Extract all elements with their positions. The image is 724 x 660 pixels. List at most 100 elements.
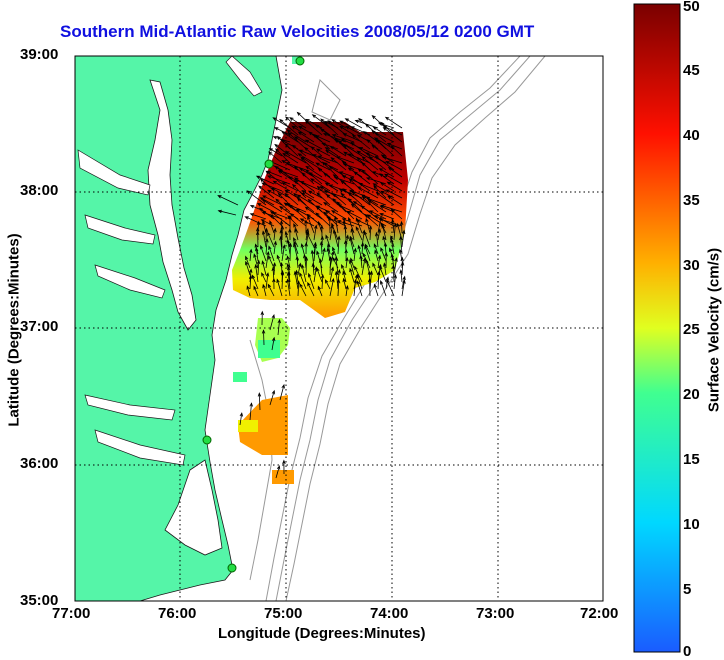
velocity-arrow [272, 261, 277, 276]
velocity-arrow [381, 224, 387, 241]
velocity-arrow [301, 172, 315, 185]
velocity-arrow [315, 162, 331, 171]
velocity-arrow [293, 136, 315, 150]
velocity-arrow [353, 247, 357, 262]
velocity-arrow [246, 285, 251, 297]
velocity-arrow [333, 176, 355, 185]
velocity-arrow [383, 262, 387, 276]
velocity-arrow [262, 195, 283, 206]
velocity-arrow [261, 260, 267, 276]
velocity-arrow [377, 270, 381, 290]
velocity-arrow [304, 241, 308, 255]
velocity-arrow [266, 170, 283, 178]
velocity-arrow [393, 257, 398, 276]
velocity-patch-south [238, 395, 288, 455]
velocity-arrow [384, 116, 403, 129]
velocity-arrow [361, 162, 379, 178]
velocity-arrow [355, 217, 363, 234]
velocity-arrow [320, 235, 324, 248]
velocity-arrow [259, 197, 275, 206]
velocity-arrow [327, 243, 331, 255]
colorbar-tick-label: 30 [683, 257, 700, 274]
velocity-arrow [277, 192, 291, 206]
velocity-arrow [299, 167, 315, 178]
velocity-arrow [325, 193, 339, 206]
velocity-arrow [372, 183, 387, 192]
velocity-arrow [303, 253, 307, 269]
velocity-arrow [279, 118, 299, 136]
grid-lines [75, 56, 603, 601]
velocity-arrow [380, 247, 387, 262]
velocity-arrow [337, 235, 341, 255]
velocity-arrow [382, 156, 403, 164]
velocity-arrow [265, 272, 270, 290]
velocity-arrow [273, 127, 291, 136]
radar-site-marker [202, 435, 212, 445]
velocity-arrow [269, 389, 276, 406]
velocity-arrow [323, 172, 339, 185]
velocity-arrow [253, 253, 259, 269]
velocity-arrow [253, 285, 259, 297]
velocity-arrow [330, 157, 347, 171]
velocity-arrow [281, 244, 286, 262]
velocity-arrow [261, 182, 283, 192]
velocity-arrow [343, 143, 363, 157]
velocity-arrow [382, 126, 403, 143]
velocity-arrow [265, 238, 269, 255]
velocity-arrow [272, 180, 291, 192]
colorbar-label: Surface Velocity (cm/s) [705, 247, 723, 413]
velocity-arrow [347, 197, 363, 213]
radar-site-marker [264, 159, 274, 169]
velocity-arrow [334, 256, 339, 276]
velocity-arrow [377, 228, 382, 241]
velocity-arrow [334, 270, 339, 290]
velocity-arrow [313, 243, 317, 262]
velocity-arrow [386, 181, 403, 192]
velocity-arrow [282, 459, 286, 475]
velocity-arrow [273, 227, 277, 241]
velocity-arrow [365, 217, 371, 234]
velocity-arrow [334, 215, 339, 234]
velocity-arrow [255, 175, 275, 185]
velocity-arrow [373, 132, 395, 143]
velocity-arrow [379, 265, 387, 283]
velocity-arrow [315, 148, 331, 157]
chesapeake-bay [147, 79, 197, 331]
x-axis-label: Longitude (Degrees:Minutes) [218, 625, 426, 642]
plot-frame [74, 55, 604, 602]
velocity-arrow [272, 277, 276, 290]
velocity-arrow [317, 285, 323, 297]
velocity-arrow [276, 278, 283, 297]
velocity-arrow [281, 182, 299, 192]
velocity-arrow [372, 126, 387, 136]
velocity-arrow [273, 240, 277, 255]
velocity-arrow [349, 259, 355, 276]
velocity-arrow [329, 277, 335, 297]
velocity-arrow [261, 329, 266, 346]
velocity-arrow [286, 129, 307, 143]
velocity-arrow [393, 273, 397, 290]
velocity-arrow [293, 237, 299, 248]
velocity-arrow [279, 383, 285, 401]
velocity-arrow [271, 336, 276, 351]
velocity-arrow [320, 118, 339, 136]
velocity-arrow [312, 133, 331, 150]
velocity-arrow [299, 272, 307, 290]
velocity-arrow [278, 169, 299, 178]
velocity-arrow [361, 169, 379, 185]
velocity-arrow [355, 226, 363, 241]
velocity-arrow [328, 216, 332, 234]
velocity-arrow [304, 120, 323, 136]
velocity-arrow [297, 131, 315, 143]
velocity-arrow [312, 154, 331, 164]
velocity-arrow [249, 402, 253, 421]
velocity-arrow [377, 216, 383, 234]
velocity-arrow [261, 230, 267, 248]
velocity-arrow [265, 251, 270, 269]
y-tick-label: 37:00 [20, 318, 59, 335]
velocity-arrow [260, 244, 267, 262]
velocity-arrow [401, 275, 406, 290]
velocity-arrow [373, 243, 379, 255]
velocity-arrow [380, 280, 387, 297]
velocity-arrow [317, 155, 339, 164]
